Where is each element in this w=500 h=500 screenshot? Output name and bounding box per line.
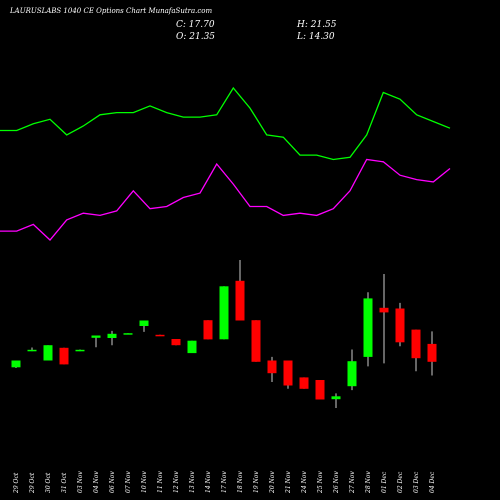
candle	[75, 349, 85, 352]
candle	[379, 274, 389, 364]
candle	[427, 331, 437, 376]
candle-body	[91, 335, 101, 338]
x-tick-label: 25 Nov	[317, 471, 324, 494]
x-tick-label: 04 Nov	[93, 471, 100, 493]
candle	[251, 320, 261, 362]
candle	[155, 334, 165, 337]
x-tick-label: 07 Nov	[125, 471, 132, 493]
candle	[91, 335, 101, 348]
candle	[203, 320, 213, 340]
candle	[139, 320, 149, 332]
candle-body	[299, 377, 309, 389]
x-tick-label: 29 Oct	[29, 472, 36, 494]
x-tick-label: 03 Nov	[77, 471, 84, 493]
candle	[395, 302, 405, 347]
open-value: O: 21.35	[176, 32, 215, 42]
candle-body	[75, 349, 85, 352]
candle-body	[203, 320, 213, 340]
candle	[331, 393, 341, 408]
candle	[235, 260, 245, 321]
candle-body	[155, 334, 165, 337]
x-tick-label: 01 Dec	[381, 471, 388, 493]
x-tick-label: 13 Nov	[189, 471, 196, 493]
x-tick-label: 30 Oct	[45, 472, 52, 493]
candle	[219, 286, 229, 340]
candle	[107, 330, 117, 346]
candle	[11, 360, 21, 368]
candle-body	[331, 396, 341, 400]
candle-body	[27, 349, 37, 352]
indicator-line-2	[0, 158, 451, 241]
x-tick-label: 11 Nov	[157, 471, 164, 493]
x-tick-label: 10 Nov	[141, 471, 148, 493]
candle-body	[363, 298, 373, 357]
x-tick-label: 12 Nov	[173, 471, 180, 493]
x-tick-label: 06 Nov	[109, 471, 116, 493]
candle	[43, 345, 53, 361]
candlesticks	[11, 260, 437, 408]
x-tick-label: 28 Nov	[365, 471, 372, 494]
candle-body	[315, 380, 325, 400]
close-value: C: 17.70	[176, 20, 215, 30]
chart-title: LAURUSLABS 1040 CE Options Chart MunafaS…	[9, 7, 213, 15]
candle-body	[11, 360, 21, 368]
candle-body	[107, 333, 117, 338]
candle	[171, 339, 181, 346]
x-tick-label: 19 Nov	[253, 471, 260, 493]
candle	[187, 340, 197, 354]
candle	[267, 356, 277, 382]
candle	[363, 292, 373, 367]
candle	[347, 349, 357, 391]
candle-body	[59, 347, 69, 365]
x-tick-label: 04 Dec	[429, 471, 436, 493]
candle-body	[235, 280, 245, 321]
candle-body	[411, 329, 421, 359]
x-tick-label: 14 Nov	[205, 471, 212, 493]
x-tick-label: 18 Nov	[237, 471, 244, 493]
candle	[27, 347, 37, 352]
x-tick-label: 27 Nov	[349, 471, 356, 494]
candle-body	[171, 339, 181, 346]
candle-body	[123, 333, 133, 335]
x-axis-ticks: 29 Oct 29 Oct 30 Oct 31 Oct 03 Nov 04 Nov 06 N…	[13, 471, 436, 494]
candle	[283, 360, 293, 389]
x-tick-label: 29 Oct	[13, 472, 20, 494]
low-value: L: 14.30	[296, 32, 335, 42]
x-tick-label: 31 Oct	[61, 472, 68, 493]
candle-body	[347, 361, 357, 387]
candle	[315, 380, 325, 400]
candle-body	[267, 360, 277, 374]
x-tick-label: 17 Nov	[221, 471, 228, 493]
x-tick-label: 21 Nov	[285, 471, 292, 494]
candle	[411, 329, 421, 372]
indicator-line-1	[0, 86, 451, 161]
x-tick-label: 03 Dec	[413, 471, 420, 493]
x-tick-label: 24 Nov	[301, 471, 308, 494]
x-tick-label: 26 Nov	[333, 471, 340, 494]
candle-body	[43, 345, 53, 361]
candle-body	[187, 340, 197, 354]
x-tick-label: 20 Nov	[269, 471, 276, 494]
indicator-lines	[0, 86, 451, 241]
candle-body	[139, 320, 149, 326]
candle-body	[251, 320, 261, 362]
candle	[59, 347, 69, 365]
candle-body	[379, 307, 389, 313]
candle-body	[219, 286, 229, 340]
candle-body	[427, 343, 437, 362]
candle	[299, 377, 309, 389]
candle-body	[283, 360, 293, 386]
x-tick-label: 02 Dec	[397, 471, 404, 493]
candle	[123, 333, 133, 335]
candle-body	[395, 308, 405, 343]
high-value: H: 21.55	[296, 20, 337, 30]
